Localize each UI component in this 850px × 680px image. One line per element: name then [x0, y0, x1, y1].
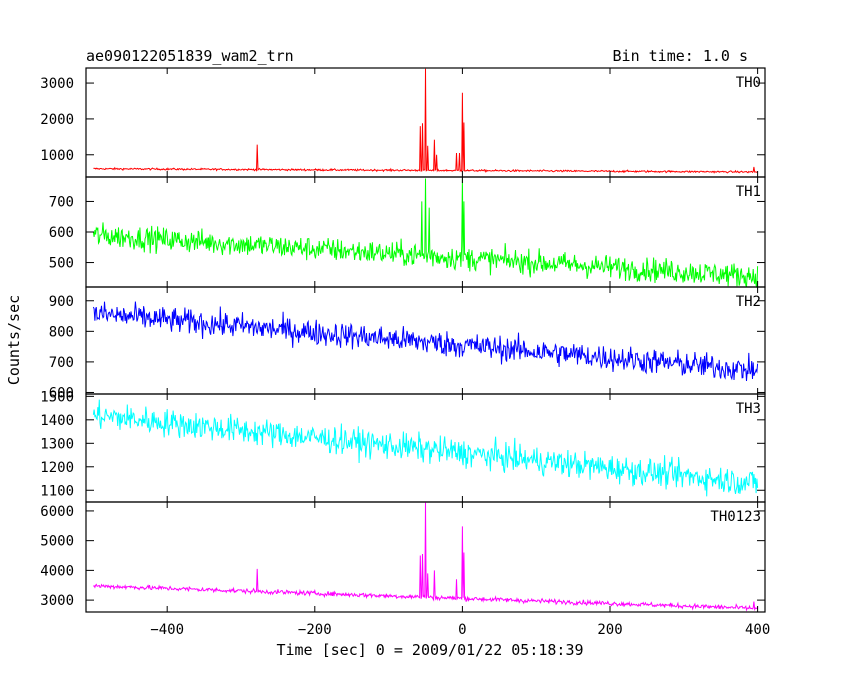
- y-tick-label: 1200: [40, 460, 74, 476]
- bin-time-label: Bin time: 1.0 s: [613, 47, 748, 65]
- y-tick-label: 700: [49, 355, 74, 371]
- y-tick-label: 1300: [40, 436, 74, 452]
- panel-th2: 600 700 800 900 TH2: [49, 286, 766, 401]
- y-axis-label: Counts/sec: [5, 295, 23, 385]
- series-line-th3: [92, 399, 759, 497]
- y-tick-label: 1000: [40, 148, 74, 164]
- panel-th0123: 3000 4000 5000 6000 TH0123: [40, 501, 766, 613]
- x-tick-label: −200: [298, 622, 332, 638]
- y-tick-label: 800: [49, 324, 74, 340]
- y-tick-label: 1500: [40, 389, 74, 405]
- y-tick-label: 1400: [40, 413, 74, 429]
- series-label-th3: TH3: [736, 401, 761, 417]
- y-tick-label: 6000: [40, 504, 74, 520]
- y-tick-label: 700: [49, 194, 74, 210]
- y-tick-label: 4000: [40, 563, 74, 579]
- y-tick-label: 600: [49, 385, 74, 401]
- y-tick-label: 900: [49, 294, 74, 310]
- y-tick-label: 1100: [40, 483, 74, 499]
- series-line-th1: [92, 178, 759, 289]
- x-axis-label: Time [sec] 0 = 2009/01/22 05:18:39: [276, 641, 583, 659]
- panel-th1: 500 600 700 TH1: [49, 176, 766, 289]
- series-line-th0: [93, 68, 758, 174]
- series-line-th0123: [93, 502, 759, 612]
- y-tick-label: 3000: [40, 593, 74, 609]
- y-tick-label: 600: [49, 225, 74, 241]
- y-tick-label: 500: [49, 256, 74, 272]
- y-tick-label: 5000: [40, 534, 74, 550]
- y-tick-label: 2000: [40, 112, 74, 128]
- panel-frame: [85, 501, 766, 613]
- x-tick-label: 0: [458, 622, 466, 638]
- series-label-th0123: TH0123: [710, 509, 761, 525]
- x-tick-label: 400: [745, 622, 770, 638]
- x-tick-label: 200: [597, 622, 622, 638]
- x-tick-label: −400: [150, 622, 184, 638]
- y-tick-label: 3000: [40, 76, 74, 92]
- series-label-th1: TH1: [736, 184, 761, 200]
- series-label-th0: TH0: [736, 75, 761, 91]
- plot-title: ae090122051839_wam2_trn: [86, 47, 294, 65]
- series-label-th2: TH2: [736, 294, 761, 310]
- panel-th3: 1100 1200 1300 1400 1500 TH3: [40, 389, 766, 503]
- series-line-th2: [92, 301, 759, 382]
- panel-th0: 1000 2000 3000 TH0: [40, 67, 766, 178]
